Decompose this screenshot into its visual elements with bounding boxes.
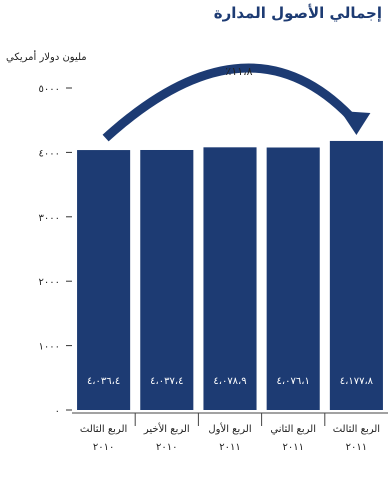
x-category-label: الربع الثاني — [270, 424, 316, 435]
x-axis: الربع الثالث ٢٠١٠ الربع الأخير ٢٠١٠ الربع ال… — [72, 412, 388, 453]
y-tick-label: ٤٠٠٠ — [39, 148, 60, 159]
growth-percent-label: ٪١١،٨ — [225, 65, 252, 78]
bar-value-label: ٤،٠٧٨،٩ — [213, 376, 246, 387]
y-axis: ٠ ١٠٠٠ ٢٠٠٠ ٣٠٠٠ ٤٠٠٠ ٥٠٠٠ — [39, 84, 72, 417]
x-category-year: ٢٠١١ — [282, 442, 303, 453]
growth-arrow — [102, 63, 360, 142]
y-axis-unit-label: مليون دولار أمريكي — [6, 52, 87, 63]
y-tick-label: ٣٠٠٠ — [39, 213, 60, 224]
y-tick-label: ١٠٠٠ — [39, 342, 60, 353]
bar-value-label: ٤،٠٣٧،٤ — [150, 376, 183, 387]
x-category-label: الربع الأول — [208, 422, 251, 435]
x-category-label: الربع الأخير — [143, 422, 190, 435]
x-category-year: ٢٠١٠ — [93, 442, 114, 453]
x-category-label: الربع الثالث — [80, 424, 127, 435]
y-tick-label: ٥٠٠٠ — [39, 84, 60, 95]
bar-value-label: ٤،٠٧٦،١ — [277, 376, 310, 387]
x-category-year: ٢٠١٠ — [156, 442, 177, 453]
bar — [203, 147, 257, 410]
bars-group: ٤،٠٣٦،٤ ٤،٠٣٧،٤ ٤،٠٧٨،٩ ٤،٠٧٦،١ ٤،١٧٧،٨ — [77, 140, 383, 411]
bar — [266, 147, 320, 411]
bar — [77, 150, 131, 410]
y-tick-label: ٢٠٠٠ — [39, 277, 60, 288]
growth-annotation: ٪١١،٨ — [102, 63, 371, 142]
bar-value-label: ٤،١٧٧،٨ — [340, 376, 374, 387]
chart-title: إجمالي الأصول المدارة — [213, 4, 382, 22]
bar-value-label: ٤،٠٣٦،٤ — [87, 376, 120, 387]
x-category-year: ٢٠١١ — [219, 442, 240, 453]
x-category-label: الربع الثالث — [333, 424, 380, 435]
growth-arrow-head — [340, 110, 371, 135]
bar — [140, 149, 194, 410]
bar — [329, 140, 383, 410]
x-category-year: ٢٠١١ — [346, 442, 367, 453]
y-tick-label: ٠ — [55, 406, 60, 417]
